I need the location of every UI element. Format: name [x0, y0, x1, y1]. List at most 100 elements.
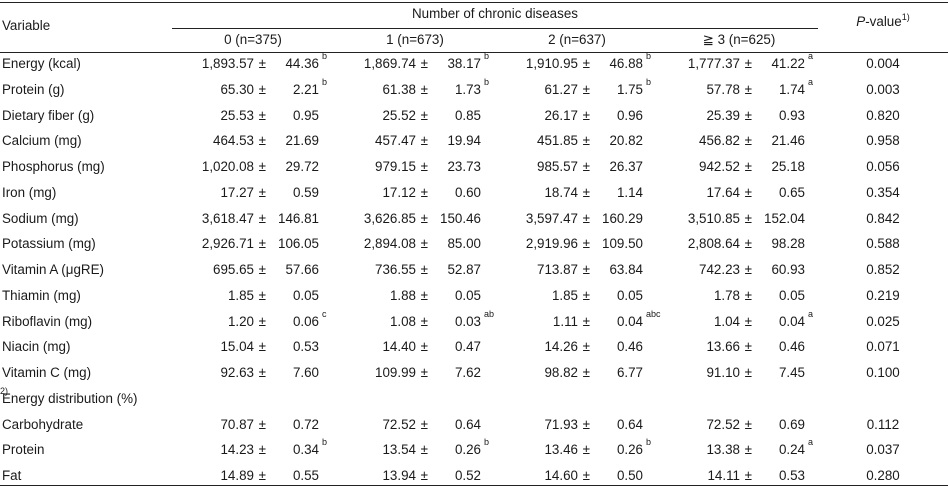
standard-error-value: 23.73 [447, 159, 481, 174]
row-label: Sodium (mg) [2, 210, 79, 226]
row-label: Niacin (mg) [2, 339, 71, 355]
mean-value: 2,894.08 [363, 236, 416, 252]
group-cell: 451.85 ±20.82 [496, 133, 658, 149]
significance-superscript: c [322, 308, 327, 319]
mean-value: 456.82 [699, 133, 740, 149]
group-cell: 985.57 ±26.37 [496, 159, 658, 175]
standard-error-value: 52.87 [447, 262, 481, 277]
row-label: Vitamin C (mg) [2, 365, 92, 380]
group-cell: 25.52 ±0.85 [334, 108, 496, 124]
p-value: 0.280 [866, 468, 900, 483]
mean-value: 13.94 [382, 468, 416, 483]
group-cell: 61.27 ±1.75 b [496, 77, 658, 98]
standard-error-value: 57.66 [285, 262, 319, 277]
group-cell: 65.30 ±2.21 b [172, 77, 334, 98]
group-cell: 1.20 ±0.06 c [172, 309, 334, 330]
standard-error-value: 0.26 [454, 442, 481, 458]
plus-minus-symbol: ± [582, 81, 590, 97]
mean-value: 14.89 [220, 468, 254, 483]
mean-value: 17.12 [382, 184, 416, 200]
mean-value: 61.27 [544, 81, 578, 97]
mean-value: 13.54 [382, 442, 416, 458]
standard-error-value: 25.18 [771, 159, 805, 174]
p-value: 0.003 [866, 81, 900, 97]
standard-error-value: 41.22 [771, 56, 805, 71]
table-bottom-rule [0, 485, 948, 486]
plus-minus-symbol: ± [744, 107, 752, 123]
standard-error-value: 0.72 [292, 416, 319, 432]
standard-error-value: 1.74 [778, 81, 805, 97]
mean-value: 15.04 [220, 339, 254, 355]
plus-minus-symbol: ± [744, 133, 752, 149]
mean-value: 1,910.95 [525, 56, 578, 71]
standard-error-value: 1.75 [616, 81, 643, 97]
mean-value: 13.38 [706, 442, 740, 458]
plus-minus-symbol: ± [744, 184, 752, 200]
group-cell: 18.74 ±1.14 [496, 185, 658, 201]
group-span-rule [172, 28, 818, 29]
table-row: Riboflavin (mg) 1.20 ±0.06 c 1.08 ±0.03 ab 1.11… [0, 309, 948, 336]
group-cell: 1,020.08 ±29.72 [172, 159, 334, 175]
table-row: Niacin (mg) 15.04 ±0.53 14.40 ±0.47 14.26 ±0.4… [0, 336, 948, 361]
mean-value: 451.85 [537, 133, 578, 149]
group-cell: 26.17 ±0.96 [496, 108, 658, 124]
plus-minus-symbol: ± [258, 133, 266, 149]
group-cell: 25.39 ±0.93 [658, 108, 820, 124]
standard-error-value: 0.46 [616, 339, 643, 355]
group-cell: 17.64 ±0.65 [658, 185, 820, 201]
standard-error-value: 6.77 [616, 365, 643, 380]
mean-value: 57.78 [706, 81, 740, 97]
plus-minus-symbol: ± [258, 442, 266, 458]
group-cell: 2,919.96 ±109.50 [496, 236, 658, 252]
mean-value: 695.65 [213, 262, 254, 277]
significance-superscript: a [808, 437, 814, 448]
plus-minus-symbol: ± [258, 81, 266, 97]
mean-value: 457.47 [375, 133, 416, 149]
mean-value: 736.55 [375, 262, 416, 277]
plus-minus-symbol: ± [582, 107, 590, 123]
group-cell: 17.12 ±0.60 [334, 185, 496, 201]
significance-superscript: a [808, 76, 814, 87]
group-cell: 13.54 ±0.26 b [334, 437, 496, 458]
mean-value: 18.74 [544, 184, 578, 200]
plus-minus-symbol: ± [744, 210, 752, 226]
table-row: Potassium (mg) 2,926.71 ±106.05 2,894.08 ±85… [0, 233, 948, 258]
group-cell: 14.60 ±0.50 [496, 468, 658, 484]
standard-error-value: 0.55 [292, 468, 319, 483]
standard-error-value: 109.50 [602, 236, 643, 252]
significance-superscript: b [322, 437, 328, 448]
plus-minus-symbol: ± [258, 159, 266, 174]
standard-error-value: 21.46 [771, 133, 805, 149]
mean-value: 1,020.08 [201, 159, 254, 174]
plus-minus-symbol: ± [744, 442, 752, 458]
standard-error-value: 0.24 [778, 442, 805, 458]
header-p-value: P-value1) [820, 13, 946, 30]
standard-error-value: 160.29 [602, 210, 643, 226]
standard-error-value: 0.64 [454, 416, 481, 432]
mean-value: 985.57 [537, 159, 578, 174]
plus-minus-symbol: ± [258, 339, 266, 355]
plus-minus-symbol: ± [258, 236, 266, 252]
group-cell: 1.04 ±0.04 a [658, 309, 820, 330]
plus-minus-symbol: ± [258, 184, 266, 200]
standard-error-value: 21.69 [285, 133, 319, 149]
header-group-2: 2 (n=637) [548, 32, 606, 47]
significance-superscript: b [322, 76, 328, 87]
plus-minus-symbol: ± [420, 81, 428, 97]
standard-error-value: 0.03 [454, 313, 481, 329]
mean-value: 1,893.57 [201, 56, 254, 71]
mean-value: 17.27 [220, 184, 254, 200]
row-label: Vitamin A (μgRE) [2, 262, 104, 277]
group-cell: 1,910.95 ±46.88 b [496, 51, 658, 72]
standard-error-value: 146.81 [278, 210, 319, 226]
group-cell: 3,510.85 ±152.04 [658, 211, 820, 227]
p-value: 0.071 [866, 339, 900, 355]
group-cell: 464.53 ±21.69 [172, 133, 334, 149]
header-bottom-rule [0, 52, 948, 53]
mean-value: 1.08 [389, 313, 416, 329]
group-cell: 61.38 ±1.73 b [334, 77, 496, 98]
p-value: 0.354 [866, 184, 900, 200]
mean-value: 2,808.64 [687, 236, 740, 252]
standard-error-value: 7.45 [778, 365, 805, 380]
p-value: 0.037 [866, 442, 900, 458]
